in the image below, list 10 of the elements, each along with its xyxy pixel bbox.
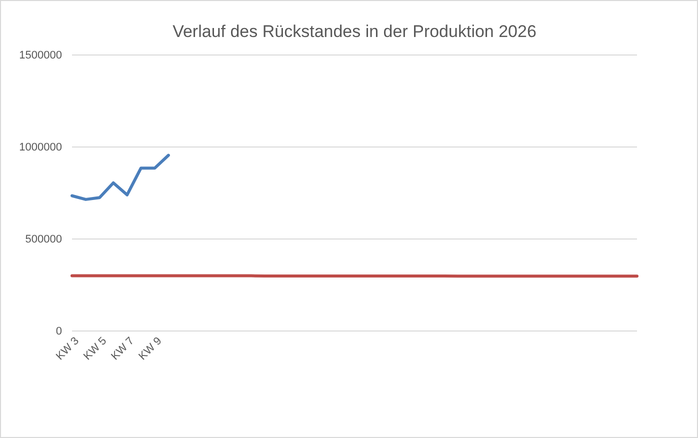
- chart-title: Verlauf des Rückstandes in der Produktion 2026: [172, 22, 536, 41]
- y-tick-label: 1500000: [19, 50, 62, 62]
- x-tick-label: KW 7: [109, 335, 137, 363]
- x-tick-label: KW 5: [82, 335, 110, 363]
- y-tick-label: 1000000: [19, 142, 62, 154]
- y-tick-label: 500000: [25, 234, 62, 246]
- line-series: [70, 154, 170, 201]
- x-tick-label: KW 3: [54, 335, 82, 363]
- y-tick-label: 0: [56, 326, 62, 338]
- x-tick-label: KW 9: [136, 335, 164, 363]
